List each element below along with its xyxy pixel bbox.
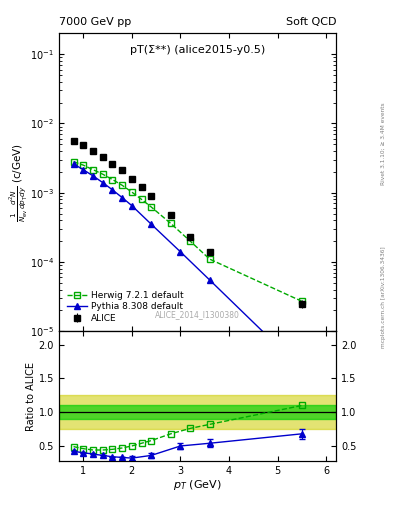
Herwig 7.2.1 default [91, 166, 95, 173]
Text: Rivet 3.1.10; ≥ 3.4M events: Rivet 3.1.10; ≥ 3.4M events [381, 102, 386, 185]
Pythia 8.308 default [149, 221, 154, 227]
Text: Soft QCD: Soft QCD [286, 16, 336, 27]
Herwig 7.2.1 default [149, 204, 154, 210]
Herwig 7.2.1 default [207, 256, 212, 262]
X-axis label: $p_T$ (GeV): $p_T$ (GeV) [173, 478, 222, 493]
Pythia 8.308 default [299, 367, 304, 373]
Text: mcplots.cern.ch [arXiv:1306.3436]: mcplots.cern.ch [arXiv:1306.3436] [381, 246, 386, 348]
Pythia 8.308 default [100, 180, 105, 186]
Pythia 8.308 default [81, 166, 86, 173]
Pythia 8.308 default [91, 173, 95, 179]
Herwig 7.2.1 default [168, 220, 173, 226]
Line: Pythia 8.308 default: Pythia 8.308 default [70, 161, 305, 373]
Herwig 7.2.1 default [100, 171, 105, 177]
Herwig 7.2.1 default [299, 298, 304, 305]
Herwig 7.2.1 default [110, 177, 115, 183]
Herwig 7.2.1 default [188, 238, 193, 244]
Herwig 7.2.1 default [71, 159, 76, 165]
Herwig 7.2.1 default [139, 196, 144, 202]
Text: 7000 GeV pp: 7000 GeV pp [59, 16, 131, 27]
Pythia 8.308 default [110, 187, 115, 193]
Herwig 7.2.1 default [130, 189, 134, 195]
Pythia 8.308 default [207, 277, 212, 283]
Line: Herwig 7.2.1 default: Herwig 7.2.1 default [70, 159, 305, 305]
Y-axis label: $\frac{1}{N_\mathrm{ev}}\frac{d^{2}N}{dp_\mathrm{T}dy}$ (c/GeV): $\frac{1}{N_\mathrm{ev}}\frac{d^{2}N}{dp… [7, 143, 29, 222]
Pythia 8.308 default [178, 249, 183, 255]
Pythia 8.308 default [130, 203, 134, 209]
Legend: Herwig 7.2.1 default, Pythia 8.308 default, ALICE: Herwig 7.2.1 default, Pythia 8.308 defau… [63, 287, 187, 327]
Pythia 8.308 default [120, 195, 125, 201]
Text: ALICE_2014_I1300380: ALICE_2014_I1300380 [155, 310, 240, 319]
Y-axis label: Ratio to ALICE: Ratio to ALICE [26, 361, 36, 431]
Herwig 7.2.1 default [120, 182, 125, 188]
Pythia 8.308 default [71, 161, 76, 167]
Text: pT(Σ**) (alice2015-y0.5): pT(Σ**) (alice2015-y0.5) [130, 45, 265, 55]
Herwig 7.2.1 default [81, 162, 86, 168]
